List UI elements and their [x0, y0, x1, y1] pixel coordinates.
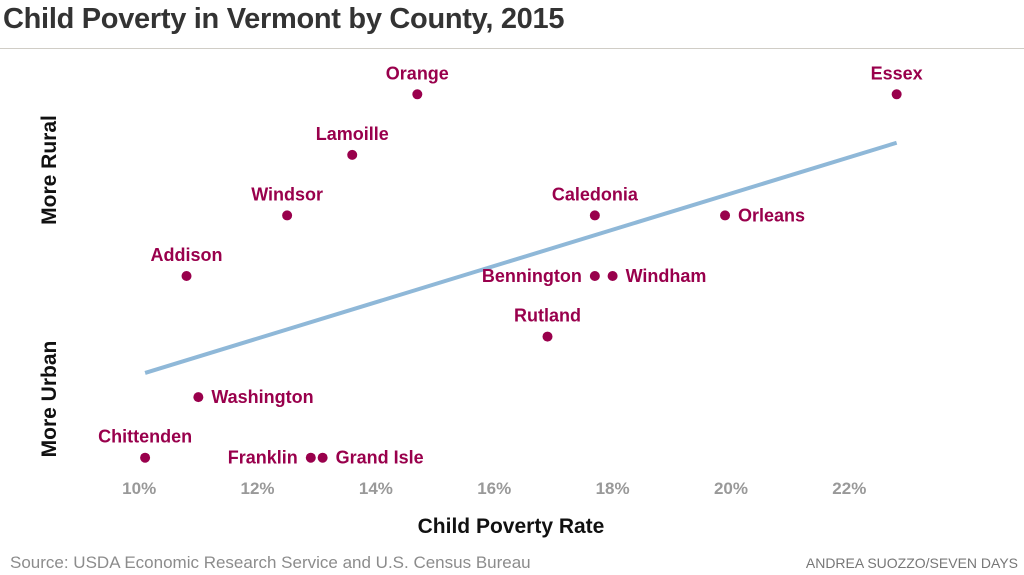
point-grand-isle [317, 452, 328, 463]
point-label: Orange [386, 63, 449, 83]
point-addison [181, 271, 192, 281]
x-tick-label: 14% [359, 479, 393, 498]
point-label: Grand Isle [336, 448, 424, 468]
x-axis-label: Child Poverty Rate [418, 515, 605, 538]
point-windsor [282, 210, 293, 221]
x-tick-label: 16% [477, 479, 511, 498]
x-tick-label: 10% [122, 479, 156, 498]
point-label: Orleans [738, 205, 805, 225]
point-rutland [542, 331, 553, 342]
source-note: Source: USDA Economic Research Service a… [10, 553, 531, 572]
point-caledonia [589, 210, 600, 221]
point-label: Lamoille [316, 124, 389, 144]
y-axis-label-rural: More Rural [38, 115, 61, 225]
point-franklin [305, 452, 316, 463]
x-tick-label: 22% [832, 479, 866, 498]
point-orange [412, 89, 423, 100]
x-tick-label: 12% [241, 479, 275, 498]
point-label: Chittenden [98, 427, 192, 447]
point-windham [607, 271, 618, 281]
chart-title: Child Poverty in Vermont by County, 2015 [3, 3, 565, 35]
point-label-layer: Orange Essex Lamoille Windsor Caledonia Orlea… [98, 63, 923, 467]
trendline-layer [144, 140, 898, 375]
point-essex [891, 89, 902, 100]
point-label: Washington [211, 387, 313, 407]
point-label: Caledonia [552, 184, 639, 204]
y-axis-label-urban: More Urban [38, 341, 61, 458]
credit-line: ANDREA SUOZZO/SEVEN DAYS [805, 555, 1018, 571]
point-orleans [720, 210, 731, 221]
point-label: Franklin [228, 448, 298, 468]
point-label: Rutland [514, 306, 581, 326]
point-label: Windsor [251, 184, 323, 204]
point-label: Bennington [482, 266, 582, 286]
x-tick-label: 18% [596, 479, 630, 498]
point-label: Addison [151, 245, 223, 265]
x-axis-ticks: 10% 12% 14% 16% 18% 20% 22% [122, 479, 866, 498]
point-label: Windham [626, 266, 707, 286]
point-lamoille [347, 149, 358, 160]
point-bennington [589, 271, 600, 281]
point-washington [193, 392, 204, 403]
point-layer [140, 89, 902, 463]
x-tick-label: 20% [714, 479, 748, 498]
trendline [144, 140, 898, 375]
point-chittenden [140, 452, 151, 463]
point-label: Essex [871, 63, 923, 83]
title-divider [0, 48, 1024, 49]
